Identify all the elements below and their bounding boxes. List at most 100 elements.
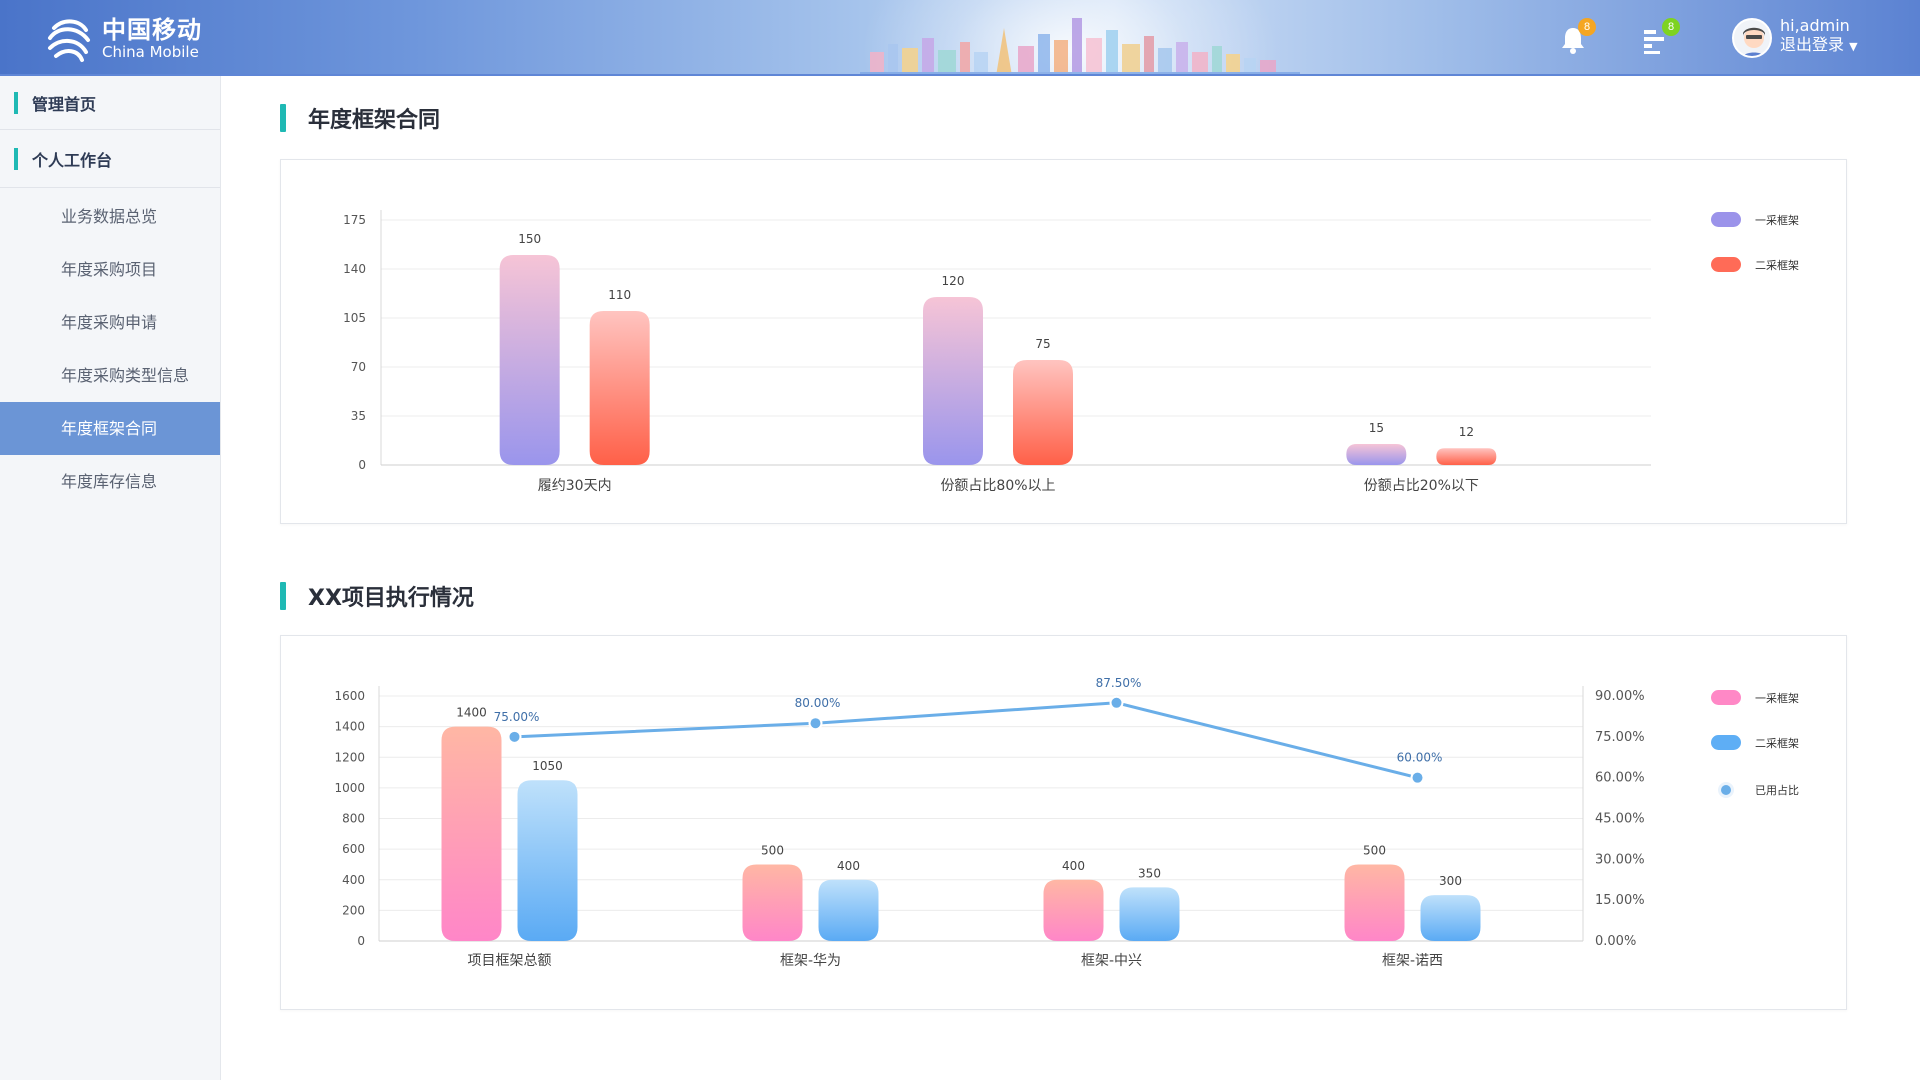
usage-ratio-line xyxy=(514,701,1418,780)
y-right-tick-label: 30.00% xyxy=(1595,852,1645,867)
usage-ratio-label: 75.00% xyxy=(494,710,540,724)
sidebar-item-inventory[interactable]: 年度库存信息 xyxy=(61,472,158,491)
y-right-tick-label: 90.00% xyxy=(1595,689,1645,704)
y-left-tick-label: 800 xyxy=(342,812,365,826)
legend-swatch xyxy=(1711,735,1741,750)
y-left-tick-label: 1200 xyxy=(334,750,365,764)
bell-icon xyxy=(1562,28,1584,54)
bar-data-label: 12 xyxy=(1459,425,1474,439)
usage-ratio-point xyxy=(1111,697,1122,708)
y-left-tick-label: 600 xyxy=(342,842,365,856)
bar-second-framework xyxy=(1420,895,1481,941)
sidebar-item-label: 管理首页 xyxy=(32,94,97,114)
sidebar-item-label: 个人工作台 xyxy=(32,150,113,170)
user-greeting: hi,admin xyxy=(1780,16,1850,35)
usage-ratio-point xyxy=(509,731,520,742)
sidebar-item-procurement-requests[interactable]: 年度采购申请 xyxy=(61,313,158,332)
bar-data-label: 400 xyxy=(837,859,860,873)
bar-data-label: 15 xyxy=(1369,421,1384,435)
bar-data-label: 500 xyxy=(1363,843,1386,857)
app-header: 中国移动 China Mobile xyxy=(0,0,1920,76)
x-tick-label: 份额占比20%以下 xyxy=(1364,478,1479,494)
sidebar-accent-bar xyxy=(14,91,18,114)
bar-first-framework xyxy=(441,726,502,941)
sidebar-item-workbench[interactable]: 个人工作台 xyxy=(0,130,220,188)
sidebar-item-procurement-types[interactable]: 年度采购类型信息 xyxy=(61,366,190,385)
x-tick-label: 框架-诺西 xyxy=(1382,953,1443,969)
task-list-icon xyxy=(1644,30,1664,54)
bar-data-label: 400 xyxy=(1062,859,1085,873)
y-right-tick-label: 0.00% xyxy=(1595,934,1636,949)
y-right-tick-label: 60.00% xyxy=(1595,771,1645,786)
logout-link[interactable]: 退出登录 xyxy=(1780,35,1845,54)
y-left-tick-label: 1000 xyxy=(334,781,365,795)
y-left-tick-label: 400 xyxy=(342,873,365,887)
messages-button[interactable]: 8 xyxy=(1640,18,1680,56)
x-tick-label: 框架-中兴 xyxy=(1081,953,1142,969)
city-skyline-illustration xyxy=(860,18,1300,74)
bar-data-label: 120 xyxy=(942,274,965,288)
y-tick-label: 140 xyxy=(343,262,366,276)
sidebar-accent-bar xyxy=(14,147,18,170)
bar-data-label: 350 xyxy=(1138,866,1161,880)
china-mobile-logo[interactable]: 中国移动 China Mobile xyxy=(44,14,202,64)
legend-point-swatch xyxy=(1721,785,1731,795)
legend-swatch xyxy=(1711,212,1741,227)
x-tick-label: 履约30天内 xyxy=(538,478,612,494)
section-title-text: 年度框架合同 xyxy=(308,108,441,133)
messages-count-badge: 8 xyxy=(1662,18,1680,36)
x-tick-label: 框架-华为 xyxy=(780,953,841,969)
bar-second-framework xyxy=(1119,887,1180,941)
y-right-tick-label: 75.00% xyxy=(1595,730,1645,745)
legend-swatch xyxy=(1711,690,1741,705)
usage-ratio-point xyxy=(810,718,821,729)
bar-data-label: 1400 xyxy=(456,706,487,720)
user-avatar[interactable] xyxy=(1732,18,1772,58)
section-accent-bar xyxy=(280,582,286,610)
y-tick-label: 0 xyxy=(358,458,366,472)
section-accent-bar xyxy=(280,104,286,132)
x-tick-label: 份额占比80%以上 xyxy=(940,478,1055,494)
usage-ratio-label: 87.50% xyxy=(1096,676,1142,690)
y-right-tick-label: 45.00% xyxy=(1595,812,1645,827)
user-menu[interactable]: hi,admin 退出登录 ▼ xyxy=(1780,16,1858,56)
y-left-tick-label: 0 xyxy=(357,934,365,948)
legend-label: 已用占比 xyxy=(1755,783,1799,797)
bar-data-label: 150 xyxy=(518,232,541,246)
china-mobile-logo-icon xyxy=(48,19,90,62)
y-left-tick-label: 1600 xyxy=(334,689,365,703)
bar-data-label: 500 xyxy=(761,843,784,857)
framework-contract-chart-card: 0 35 70 105 140 175 履约30天内 150 110 份额占比80%以上 120 75… xyxy=(280,159,1847,524)
workbench-submenu: 业务数据总览 年度采购项目 年度采购申请 年度采购类型信息 年度框架合同 年度库… xyxy=(0,188,220,508)
bar-data-label: 110 xyxy=(608,288,631,302)
sidebar: 管理首页 个人工作台 业务数据总览 年度采购项目 年度采购申请 年度采购类型信息… xyxy=(0,76,221,1080)
legend-label: 一采框架 xyxy=(1755,692,1799,705)
y-tick-label: 35 xyxy=(351,409,366,423)
y-tick-label: 70 xyxy=(351,360,366,374)
y-tick-label: 175 xyxy=(343,213,366,227)
bar-data-label: 300 xyxy=(1439,874,1462,888)
y-left-tick-label: 200 xyxy=(342,903,365,917)
framework-contract-bar-chart: 0 35 70 105 140 175 履约30天内 150 110 份额占比80%以上 120 75… xyxy=(343,210,1799,494)
sidebar-item-home[interactable]: 管理首页 xyxy=(0,76,220,130)
project-execution-combo-chart: 0 200 400 600 800 1000 1200 1400 1600 0.00% 15.00%… xyxy=(334,676,1799,969)
legend-label: 二采框架 xyxy=(1755,737,1799,750)
sidebar-item-data-overview[interactable]: 业务数据总览 xyxy=(61,207,158,226)
bar-second-framework xyxy=(517,780,578,941)
bar-first-framework xyxy=(923,297,983,465)
usage-ratio-label: 60.00% xyxy=(1397,751,1443,765)
notification-button[interactable]: 8 xyxy=(1556,18,1596,56)
legend-label: 一采框架 xyxy=(1755,214,1799,227)
y-tick-label: 105 xyxy=(343,311,366,325)
y-left-tick-label: 1400 xyxy=(334,720,365,734)
sidebar-item-framework-contracts[interactable]: 年度框架合同 xyxy=(0,402,220,455)
bar-second-framework xyxy=(1013,360,1073,465)
sidebar-item-procurement-projects[interactable]: 年度采购项目 xyxy=(61,260,158,279)
x-tick-label: 项目框架总额 xyxy=(468,953,552,969)
usage-ratio-label: 80.00% xyxy=(795,696,841,710)
bar-data-label: 1050 xyxy=(532,759,563,773)
logo-chinese-text: 中国移动 xyxy=(102,16,202,44)
project-execution-chart-card: 0 200 400 600 800 1000 1200 1400 1600 0.00% 15.00%… xyxy=(280,635,1847,1010)
bar-first-framework xyxy=(1344,864,1405,941)
bar-second-framework xyxy=(589,311,650,465)
